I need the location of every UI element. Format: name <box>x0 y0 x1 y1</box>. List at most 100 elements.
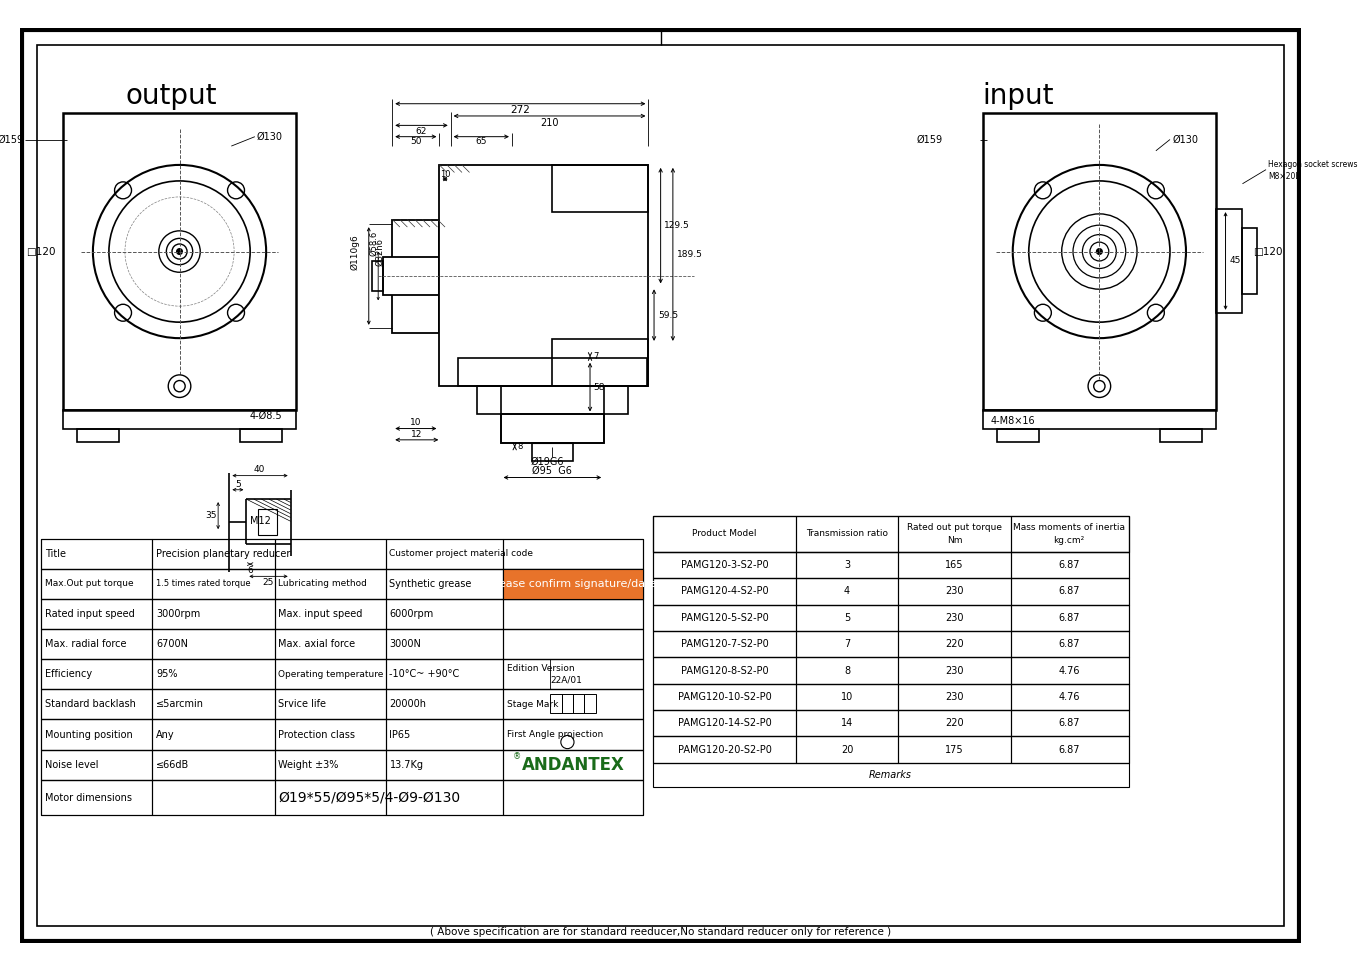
Text: Title: Title <box>45 549 65 558</box>
Text: PAMG120-10-S2-P0: PAMG120-10-S2-P0 <box>677 692 771 702</box>
Bar <box>41 569 643 599</box>
Circle shape <box>177 249 182 254</box>
Text: 12: 12 <box>411 430 423 439</box>
Text: Ø159: Ø159 <box>0 135 23 145</box>
Text: 210: 210 <box>540 117 559 127</box>
Bar <box>653 552 1129 579</box>
Text: 230: 230 <box>945 613 964 622</box>
Bar <box>152 569 275 599</box>
Text: Mounting position: Mounting position <box>45 729 133 740</box>
Bar <box>551 694 562 713</box>
Text: 95%: 95% <box>156 669 178 680</box>
Text: ( Above specification are for standard reeducer,No standard reducer only for ref: ( Above specification are for standard r… <box>430 927 891 937</box>
Text: 6: 6 <box>248 566 253 575</box>
Bar <box>983 114 1216 410</box>
Text: 6.87: 6.87 <box>1058 639 1080 650</box>
Text: 6.87: 6.87 <box>1058 586 1080 596</box>
Bar <box>653 631 796 657</box>
Bar <box>41 629 643 659</box>
Bar <box>503 659 643 689</box>
Text: Transmission ratio: Transmission ratio <box>806 529 888 539</box>
Text: Srvice life: Srvice life <box>279 699 326 710</box>
Bar <box>152 689 275 720</box>
Bar <box>500 415 604 443</box>
Bar <box>41 720 643 750</box>
Bar <box>503 569 643 599</box>
Bar <box>386 539 503 569</box>
Bar <box>898 552 1010 579</box>
Text: 6700N: 6700N <box>156 639 188 650</box>
Text: Ø130: Ø130 <box>257 132 283 142</box>
Bar <box>41 539 643 569</box>
Bar <box>275 720 386 750</box>
Bar <box>41 539 152 569</box>
Text: Noise level: Noise level <box>45 759 98 770</box>
Bar <box>41 599 152 629</box>
Bar <box>386 689 503 720</box>
Text: 7: 7 <box>845 639 850 650</box>
Text: Please confirm signature/date: Please confirm signature/date <box>490 579 657 588</box>
Bar <box>41 689 643 720</box>
Text: PAMG120-3-S2-P0: PAMG120-3-S2-P0 <box>681 560 768 570</box>
Bar <box>653 763 1129 787</box>
Bar <box>257 509 276 535</box>
Bar <box>1010 736 1129 763</box>
Bar <box>78 428 120 442</box>
Text: Efficiency: Efficiency <box>45 669 92 680</box>
Bar <box>41 689 152 720</box>
Bar <box>41 659 643 689</box>
Text: Motor dimensions: Motor dimensions <box>45 792 132 803</box>
Text: Edition Version: Edition Version <box>507 664 575 673</box>
Text: 10: 10 <box>411 419 422 427</box>
Bar <box>386 629 503 659</box>
Bar <box>653 684 796 710</box>
Bar <box>41 569 152 599</box>
Text: 3000N: 3000N <box>389 639 422 650</box>
Bar <box>63 410 296 428</box>
Bar <box>386 720 503 750</box>
Bar <box>898 605 1010 631</box>
Text: 10: 10 <box>439 170 450 179</box>
Bar <box>653 517 796 552</box>
Text: 22A/01: 22A/01 <box>551 676 582 685</box>
Text: 20: 20 <box>840 745 853 754</box>
Bar <box>898 657 1010 684</box>
Bar <box>1010 631 1129 657</box>
Text: ®: ® <box>513 753 521 761</box>
Text: 6.87: 6.87 <box>1058 745 1080 754</box>
Bar <box>63 114 296 410</box>
Text: Lubricating method: Lubricating method <box>279 580 367 588</box>
Text: Nm: Nm <box>947 536 962 545</box>
Bar <box>275 750 386 780</box>
Text: Max. radial force: Max. radial force <box>45 639 126 650</box>
Text: 45: 45 <box>1229 256 1240 265</box>
Bar <box>477 386 628 415</box>
Text: 272: 272 <box>510 105 530 116</box>
Bar <box>1010 517 1129 552</box>
Text: 10: 10 <box>840 692 853 702</box>
Text: 59.5: 59.5 <box>658 311 677 319</box>
Text: 4.76: 4.76 <box>1058 692 1080 702</box>
Text: Ø159: Ø159 <box>917 135 942 145</box>
Text: 65: 65 <box>476 137 487 146</box>
Text: PAMG120-5-S2-P0: PAMG120-5-S2-P0 <box>681 613 768 622</box>
Bar <box>653 552 796 579</box>
Text: 3: 3 <box>845 560 850 570</box>
Text: 230: 230 <box>945 586 964 596</box>
Bar <box>653 631 1129 657</box>
Text: Mass moments of inertia: Mass moments of inertia <box>1013 523 1125 532</box>
Bar <box>1216 209 1243 313</box>
Text: Product Model: Product Model <box>692 529 758 539</box>
Text: 4.76: 4.76 <box>1058 665 1080 676</box>
Text: -10°C~ +90°C: -10°C~ +90°C <box>389 669 460 680</box>
Text: 25: 25 <box>262 579 273 587</box>
Text: 58: 58 <box>593 383 604 391</box>
Bar <box>552 165 649 212</box>
Bar <box>41 780 152 816</box>
Bar <box>898 684 1010 710</box>
Bar <box>41 599 643 629</box>
Text: Remarks: Remarks <box>869 770 911 780</box>
Text: output: output <box>125 83 216 110</box>
Text: 5: 5 <box>845 613 850 622</box>
Bar <box>41 720 152 750</box>
